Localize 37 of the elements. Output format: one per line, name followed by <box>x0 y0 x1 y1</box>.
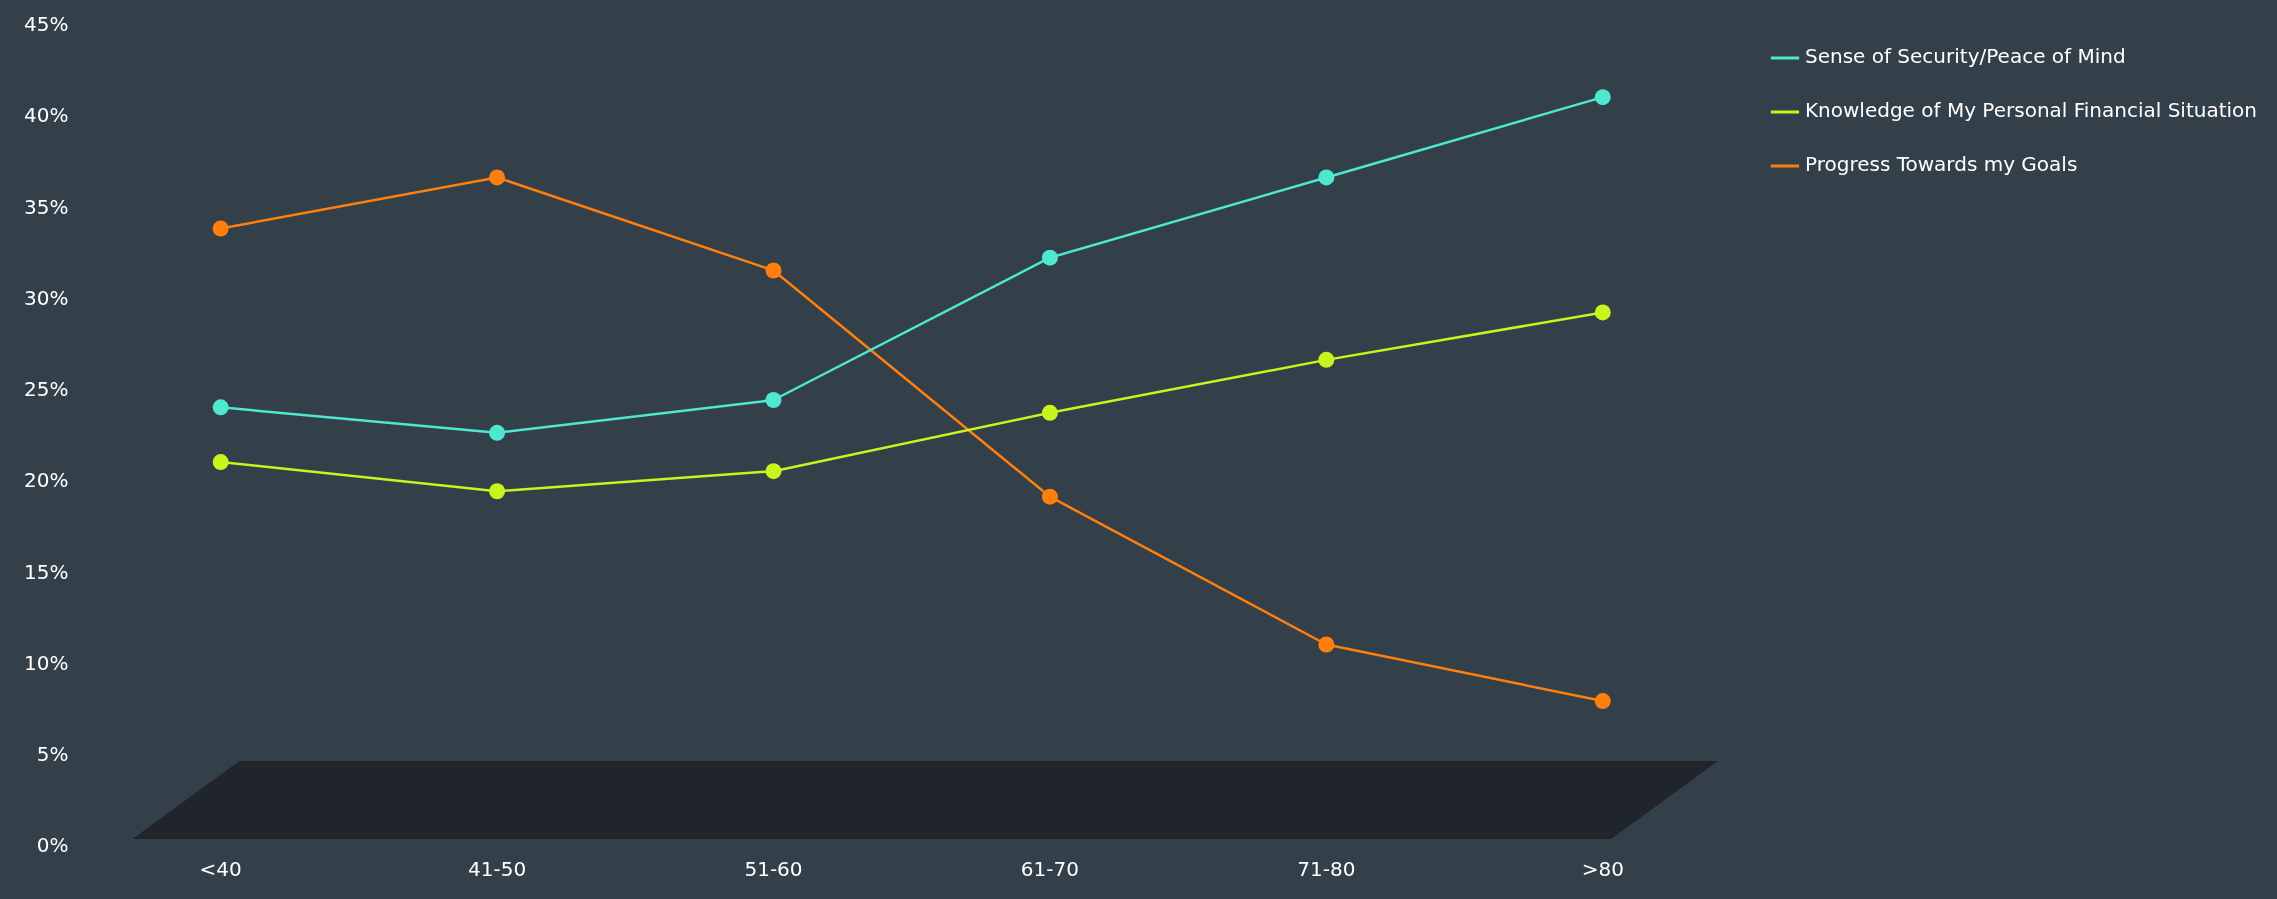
x-tick-label: 41-50 <box>468 857 527 882</box>
point <box>1318 351 1335 368</box>
y-tick-label: 20% <box>24 468 69 493</box>
y-tick-label: 30% <box>24 285 69 310</box>
legend-label: Progress Towards my Goals <box>1804 152 2078 177</box>
point <box>1041 404 1058 421</box>
point <box>212 454 229 471</box>
point <box>1041 249 1058 266</box>
point <box>489 424 506 441</box>
y-tick-label: 0% <box>36 833 69 858</box>
x-tick-label: <40 <box>199 857 242 882</box>
point <box>489 483 506 500</box>
point <box>212 399 229 416</box>
y-tick-label: 45% <box>24 12 69 37</box>
point <box>1041 488 1058 505</box>
x-tick-label: >80 <box>1581 857 1624 882</box>
y-tick-label: 25% <box>24 377 69 402</box>
y-tick-label: 35% <box>24 194 69 219</box>
point <box>212 220 229 237</box>
y-tick-label: 10% <box>24 650 69 675</box>
point <box>765 392 782 409</box>
point <box>489 169 506 186</box>
y-tick-label: 5% <box>36 741 69 766</box>
legend-label: Sense of Security/Peace of Mind <box>1804 44 2126 69</box>
point <box>1594 304 1611 321</box>
legend-label: Knowledge of My Personal Financial Situation <box>1804 98 2257 123</box>
point <box>765 463 782 480</box>
point <box>1318 169 1335 186</box>
x-tick-label: 51-60 <box>744 857 803 882</box>
x-tick-label: 71-80 <box>1297 857 1356 882</box>
x-tick-label: 61-70 <box>1020 857 1079 882</box>
point <box>765 262 782 279</box>
y-tick-label: 40% <box>24 103 69 128</box>
y-tick-label: 15% <box>24 559 69 584</box>
point <box>1318 636 1335 653</box>
point <box>1594 89 1611 106</box>
point <box>1594 693 1611 710</box>
